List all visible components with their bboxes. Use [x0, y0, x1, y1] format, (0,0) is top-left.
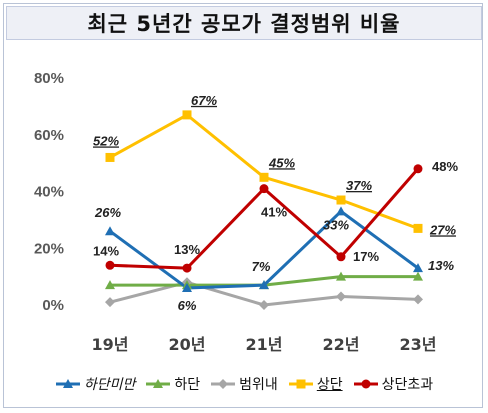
legend-swatch-icon	[55, 379, 80, 388]
legend-item: 하단	[145, 374, 200, 394]
y-tick-label: 20%	[34, 240, 64, 257]
legend-label: 범위내	[239, 377, 278, 393]
x-tick-label: 21년	[246, 335, 283, 354]
data-point-상단초과	[105, 260, 115, 270]
data-point-하단미만	[259, 280, 269, 290]
data-point-하단미만	[413, 263, 423, 273]
x-tick-label: 19년	[92, 335, 129, 354]
data-point-범위내	[336, 291, 346, 302]
data-label-상단초과: 13%	[174, 242, 200, 257]
data-point-하단	[413, 271, 423, 281]
legend-swatch-icon	[211, 379, 236, 389]
data-point-하단미만	[105, 226, 115, 236]
data-point-상단초과	[336, 252, 346, 262]
data-label-하단미만: 26%	[94, 205, 121, 220]
data-label-상단초과: 48%	[432, 159, 458, 174]
data-point-상단초과	[413, 164, 423, 174]
data-label-하단미만: 7%	[252, 259, 271, 274]
data-point-하단미만	[336, 206, 346, 216]
x-tick-label: 22년	[323, 335, 360, 354]
data-point-하단미만	[182, 282, 192, 292]
data-label-상단: 37%	[346, 178, 372, 193]
legend-item: 범위내	[210, 374, 278, 394]
legend: 하단미만 하단 범위내 상단 상단초과	[0, 372, 488, 396]
data-label-상단: 27%	[429, 222, 456, 237]
y-tick-label: 0%	[42, 297, 64, 314]
data-point-상단초과	[182, 263, 192, 273]
legend-swatch-icon	[353, 379, 378, 389]
data-label-상단초과: 17%	[353, 249, 379, 264]
x-tick-label: 20년	[169, 335, 206, 354]
data-point-하단	[336, 271, 346, 281]
data-label-하단미만: 33%	[323, 217, 349, 232]
legend-swatch-icon	[146, 379, 171, 388]
data-label-상단: 67%	[191, 93, 217, 108]
y-tick-label: 80%	[34, 70, 64, 87]
data-label-상단: 45%	[268, 155, 295, 170]
y-tick-label: 40%	[34, 184, 64, 201]
data-label-하단미만: 13%	[428, 258, 454, 273]
legend-label: 하단미만	[83, 377, 136, 393]
legend-item: 하단미만	[55, 374, 136, 394]
title-bar: 최근 5년간 공모가 결정범위 비율	[6, 6, 482, 40]
x-tick-label: 23년	[400, 335, 437, 354]
data-point-하단	[105, 280, 115, 290]
legend-label: 상단초과	[381, 377, 434, 393]
data-point-범위내	[413, 294, 423, 305]
y-tick-label: 60%	[34, 127, 64, 144]
data-point-상단	[105, 152, 115, 162]
chart-frame	[3, 3, 483, 408]
legend-item: 상단	[288, 374, 343, 394]
legend-item: 상단초과	[353, 374, 434, 394]
data-label-상단초과: 41%	[261, 205, 287, 220]
data-label-상단초과: 14%	[93, 243, 119, 258]
data-point-상단	[182, 110, 192, 120]
data-point-상단	[413, 223, 423, 233]
legend-swatch-icon	[288, 379, 313, 389]
data-label-하단미만: 6%	[178, 298, 197, 313]
data-point-범위내	[259, 300, 269, 310]
legend-label: 하단	[174, 377, 201, 393]
data-point-범위내	[105, 297, 115, 308]
legend-label: 상단	[316, 377, 343, 393]
data-point-상단	[259, 172, 269, 182]
data-label-상단: 52%	[93, 133, 119, 148]
data-point-상단	[336, 195, 346, 205]
chart-title: 최근 5년간 공모가 결정범위 비율	[87, 12, 401, 36]
data-point-상단초과	[259, 184, 269, 194]
